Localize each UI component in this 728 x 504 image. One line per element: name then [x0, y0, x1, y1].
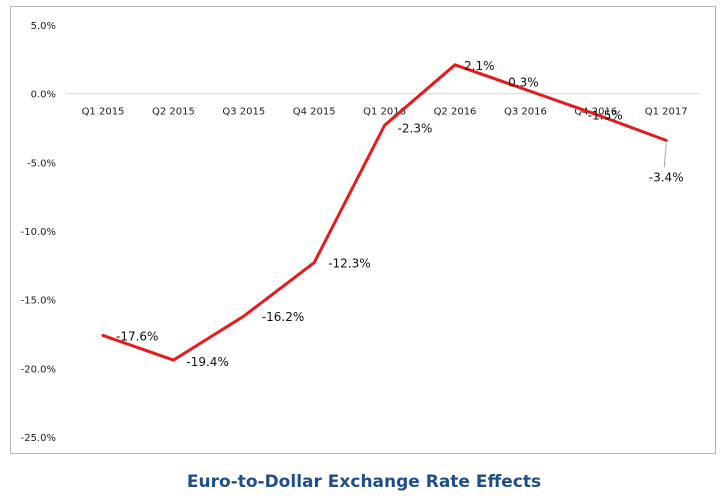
chart-title: Euro-to-Dollar Exchange Rate Effects — [186, 472, 542, 492]
data-label: -17.6% — [116, 329, 158, 343]
x-tick-label: Q1 2015 — [82, 107, 125, 118]
y-tick-label: -15.0% — [21, 296, 56, 307]
x-tick-label: Q4 2015 — [293, 107, 336, 118]
y-tick-label: -5.0% — [27, 158, 56, 169]
line-chart: 5.0% 0.0% -5.0% -10.0% -15.0% -20.0% -25.0% Q1 … — [21, 21, 700, 444]
x-tick-label: Q4 2016 — [574, 107, 617, 118]
series-line — [101, 63, 668, 362]
data-label: -19.4% — [186, 355, 228, 369]
y-tick-label: 0.0% — [31, 90, 56, 101]
y-tick-label: -25.0% — [21, 433, 56, 444]
data-label: -2.3% — [398, 121, 433, 135]
x-tick-label: Q3 2016 — [504, 107, 547, 118]
x-tick-label: Q1 2017 — [645, 107, 688, 118]
x-tick-label: Q1 2016 — [363, 107, 406, 118]
data-label-leader-line — [663, 143, 667, 168]
x-tick-label: Q2 2015 — [152, 107, 195, 118]
chart-frame — [10, 6, 716, 454]
y-tick-label: -20.0% — [21, 364, 56, 375]
data-label: -1.5% — [588, 108, 623, 122]
data-label: -12.3% — [328, 257, 370, 271]
x-tick-label: Q2 2016 — [434, 107, 477, 118]
data-label: 2.1% — [464, 59, 495, 73]
data-label: -16.2% — [262, 310, 304, 324]
y-tick-label: 5.0% — [31, 21, 56, 32]
x-tick-label: Q3 2015 — [222, 107, 265, 118]
y-tick-label: -10.0% — [21, 227, 56, 238]
data-label: -3.4% — [649, 170, 684, 184]
data-label: 0.3% — [508, 76, 539, 90]
